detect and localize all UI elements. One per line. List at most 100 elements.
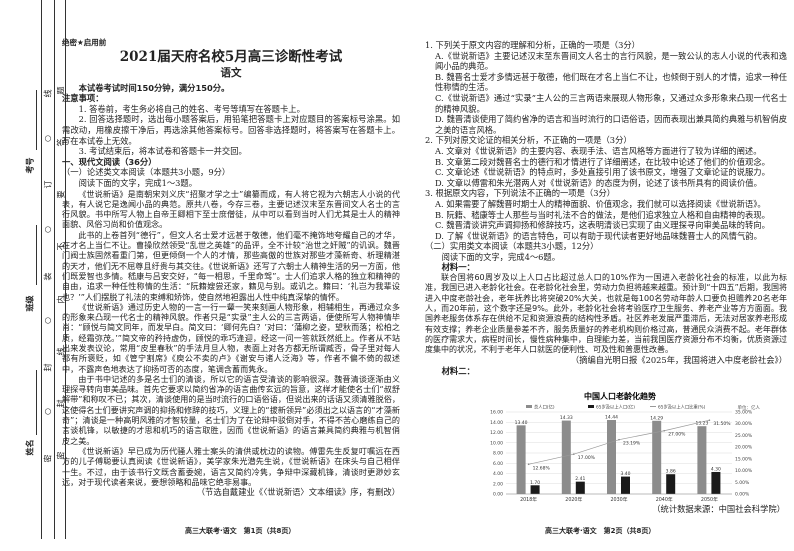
bar-total-population xyxy=(561,420,571,494)
question-option[interactable]: C. 文章论述《世说新语》的特点时，多处直接引用了该书原文，增强了文章论证的说服… xyxy=(434,167,770,178)
y2-tick-label: 0.00% xyxy=(735,492,750,498)
seal-line xyxy=(65,0,66,539)
binding-hole-icon: ○ xyxy=(42,225,52,233)
bar-data-label: 13.23 xyxy=(695,421,708,427)
question-option[interactable]: B. 魏晋名士爱才多情远甚于敬德，他们既在才名上当仁不让，也倾倒于别人的才情，追… xyxy=(434,71,787,93)
y2-tick-label: 30.00% xyxy=(735,421,753,427)
x-tick-label: 2018年 xyxy=(520,496,537,503)
bar-data-label: 1.70 xyxy=(530,480,540,486)
seal-character: 密 xyxy=(43,454,53,463)
confidential-mark: 绝密★启用前 xyxy=(62,38,107,47)
bar-total-population xyxy=(652,420,662,494)
question-option[interactable]: C.《世说新语》通过“实录”主人公的三言两语来展现人物形象，又通过众多形象来凸现… xyxy=(434,92,787,114)
material-1-source: （摘编自光明日报《2025年，我国将进入中度老龄社会》） xyxy=(570,355,787,366)
reading-instruction: 阅读下面的文字，完成4～6题。 xyxy=(441,251,561,262)
question-option[interactable]: D. 了解《世说新语》的语言特色，可以有助于现代读者更好地品味魏晋士人的风情气韵… xyxy=(434,230,762,241)
y-tick-label: 14.00 xyxy=(490,420,503,426)
page-1-footer: 高三大联考·语文 第1页（共8页） xyxy=(185,527,296,535)
line-data-label: 27.00% xyxy=(668,432,686,438)
line-point xyxy=(663,429,665,432)
y-tick-label: 8.00 xyxy=(493,451,503,457)
question-option[interactable]: A. 文章对《世说新语》的主要内容、表现手法、语言风格等方面进行了较为详细的阐述… xyxy=(434,145,762,156)
notice-heading: 注意事项： xyxy=(62,93,104,104)
notice-item: 2. 回答选择题时，选出每小题答案后，用铅笔把答题卡上对应题目的答案标号涂黑。如… xyxy=(62,114,400,146)
page-2: 1. 下列关于原文内容的理解和分析，正确的一项是（3分） A.《世说新语》主要记… xyxy=(425,40,787,377)
line-point xyxy=(527,463,530,466)
line-data-label: 17.00% xyxy=(578,455,596,461)
notice-item: 1. 答卷前，考生务必将自己的姓名、考号等填写在答题卡上。 xyxy=(78,103,305,114)
y-tick-label: 12.00 xyxy=(490,430,503,436)
bar-elderly-population xyxy=(711,471,721,494)
class-blank[interactable] xyxy=(36,225,37,285)
passage-paragraph: 《世说新语》早已成为历代骚人雅士案头的清供或枕边的读物。傅雷先生反复叮嘱远在西方… xyxy=(62,445,400,487)
y-tick-label: 10.00 xyxy=(490,440,503,446)
bar-data-label: 3.40 xyxy=(620,471,630,477)
x-tick-label: 2040年 xyxy=(656,496,673,503)
x-tick-label: 2020年 xyxy=(565,496,582,503)
section-heading: 一、现代文阅读（36分） xyxy=(62,156,157,167)
question-stem: 3. 根据原文内容，下列说法不正确的一项是（3分） xyxy=(425,188,616,199)
passage-source: （节选自戴建业《〈世说新语〉文本细读》序，有删改） xyxy=(196,487,400,498)
passage-paragraph: 由于书中记述的多是名士们的清谈，所以它的语言受清谈的影响很深。魏晋清谈逐渐由义理… xyxy=(62,373,400,446)
material-1-text: 联合国将60周岁及以上人口占比超过总人口的10%作为一国进入老龄化社会的标准，以… xyxy=(425,273,787,355)
y2-tick-label: 5.00% xyxy=(735,480,750,486)
subject-title: 语文 xyxy=(220,66,242,79)
question-option[interactable]: C. 魏晋清谈讲究声调抑扬和修辞技巧，这表明清谈已实现了由义理探寻向审美品味的转… xyxy=(434,220,770,231)
question-option[interactable]: D. 魏晋清谈使用了简约省净的语言和当时流行的口语俗语，因而表现出兼具简约典雅与… xyxy=(434,114,787,135)
y-tick-label: 6.00 xyxy=(493,461,503,467)
bar-data-label: 2.41 xyxy=(575,476,585,482)
class-label: 班级 xyxy=(25,295,35,312)
line-data-label: 23.19% xyxy=(623,441,641,447)
bar-data-label: 14.44 xyxy=(605,414,618,420)
y-tick-label: 0.00 xyxy=(493,492,503,498)
bar-total-population xyxy=(697,426,707,494)
x-tick-label: 2050年 xyxy=(701,496,718,503)
y2-tick-label: 15.00% xyxy=(735,456,753,462)
question-option[interactable]: D. 文章以傅雷和朱光潜两人对《世说新语》的态度为例，论述了该书所具有的阅读价值… xyxy=(434,177,762,188)
seal-line xyxy=(41,0,42,539)
page-2-footer: 高三大联考·语文 第2页（共8页） xyxy=(545,527,656,535)
exam-number-label: 考号 xyxy=(25,157,35,174)
bar-elderly-population xyxy=(666,474,676,494)
legend-label: 总人口(亿) xyxy=(534,404,555,411)
seal-line xyxy=(54,0,55,539)
bar-data-label: 4.30 xyxy=(711,466,721,472)
y2-tick-label: 25.00% xyxy=(735,433,753,439)
passage-paragraph: 《世说新语》通过历史人物的一言一行一颦一笑来刻画人物形象，相辅相生，再通过众多的… xyxy=(62,301,400,374)
seal-character: 装 xyxy=(43,272,53,280)
page-1: 绝密★启用前 2021届天府名校5月高三诊断性考试 语文 本试卷考试时间150分… xyxy=(62,38,400,498)
question-option[interactable]: A.《世说新语》主要记述汉末至东晋间文人名士的言行风貌，是一致公认的志人小说的代… xyxy=(434,50,787,72)
question-option[interactable]: B. 阮籍、嵇康等士人那些与当时礼法不合的做法，是他们追求独立人格和自由精神的表… xyxy=(434,209,770,220)
passage-paragraph: 《世说新语》是南朝宋刘义庆“招聚才学之士”编纂而成，有人将它视为六朝志人小说的代… xyxy=(62,188,400,230)
line-point xyxy=(708,419,711,421)
legend-label: 65岁及以上人口比重(%) xyxy=(658,404,706,411)
y2-tick-label: 20.00% xyxy=(735,445,753,451)
bar-elderly-population xyxy=(575,481,585,494)
name-label: 姓名 xyxy=(25,439,35,456)
x-tick-label: 2030年 xyxy=(610,496,627,503)
line-data-label: 12.68% xyxy=(533,465,551,471)
exam-number-blank[interactable] xyxy=(36,90,37,150)
bar-total-population xyxy=(607,419,616,494)
legend-label: 65岁及以上人口(亿) xyxy=(596,404,635,411)
chart-unit-label: 单位：亿人 xyxy=(738,404,761,411)
notice-item: 3. 考试结束后，将本试卷和答题卡一并交回。 xyxy=(78,146,247,157)
y2-tick-label: 10.00% xyxy=(735,468,753,474)
binding-hole-icon: ○ xyxy=(42,134,52,142)
y-tick-label: 2.00 xyxy=(493,481,503,487)
line-point xyxy=(618,438,620,441)
y2-tick-label: 35.00% xyxy=(735,410,753,416)
passage-paragraph: 此书的上卷首列“德行”，但文人名士爱才远甚于敬德，他们毫不掩饰地夸耀自己的才华，… xyxy=(62,229,400,302)
name-blank[interactable] xyxy=(36,370,37,435)
binding-hole-icon: ○ xyxy=(42,408,52,416)
line-point xyxy=(573,453,575,455)
question-option[interactable]: B. 文章第二段对魏晋名士的德行和才情进行了详细阐述，在比较中论述了他们的价值观… xyxy=(434,156,770,167)
question-option[interactable]: A. 如果需要了解魏晋时期士人的精神面貌、价值观念，我们就可以选择阅读《世说新语… xyxy=(434,198,766,209)
bar-data-label: 14.29 xyxy=(650,415,663,421)
bar-data-label: 13.40 xyxy=(515,420,528,426)
bar-elderly-population xyxy=(621,476,630,494)
material-2-label: 材料二： xyxy=(441,366,475,377)
legend-swatch xyxy=(588,405,594,408)
bar-total-population xyxy=(516,425,526,494)
